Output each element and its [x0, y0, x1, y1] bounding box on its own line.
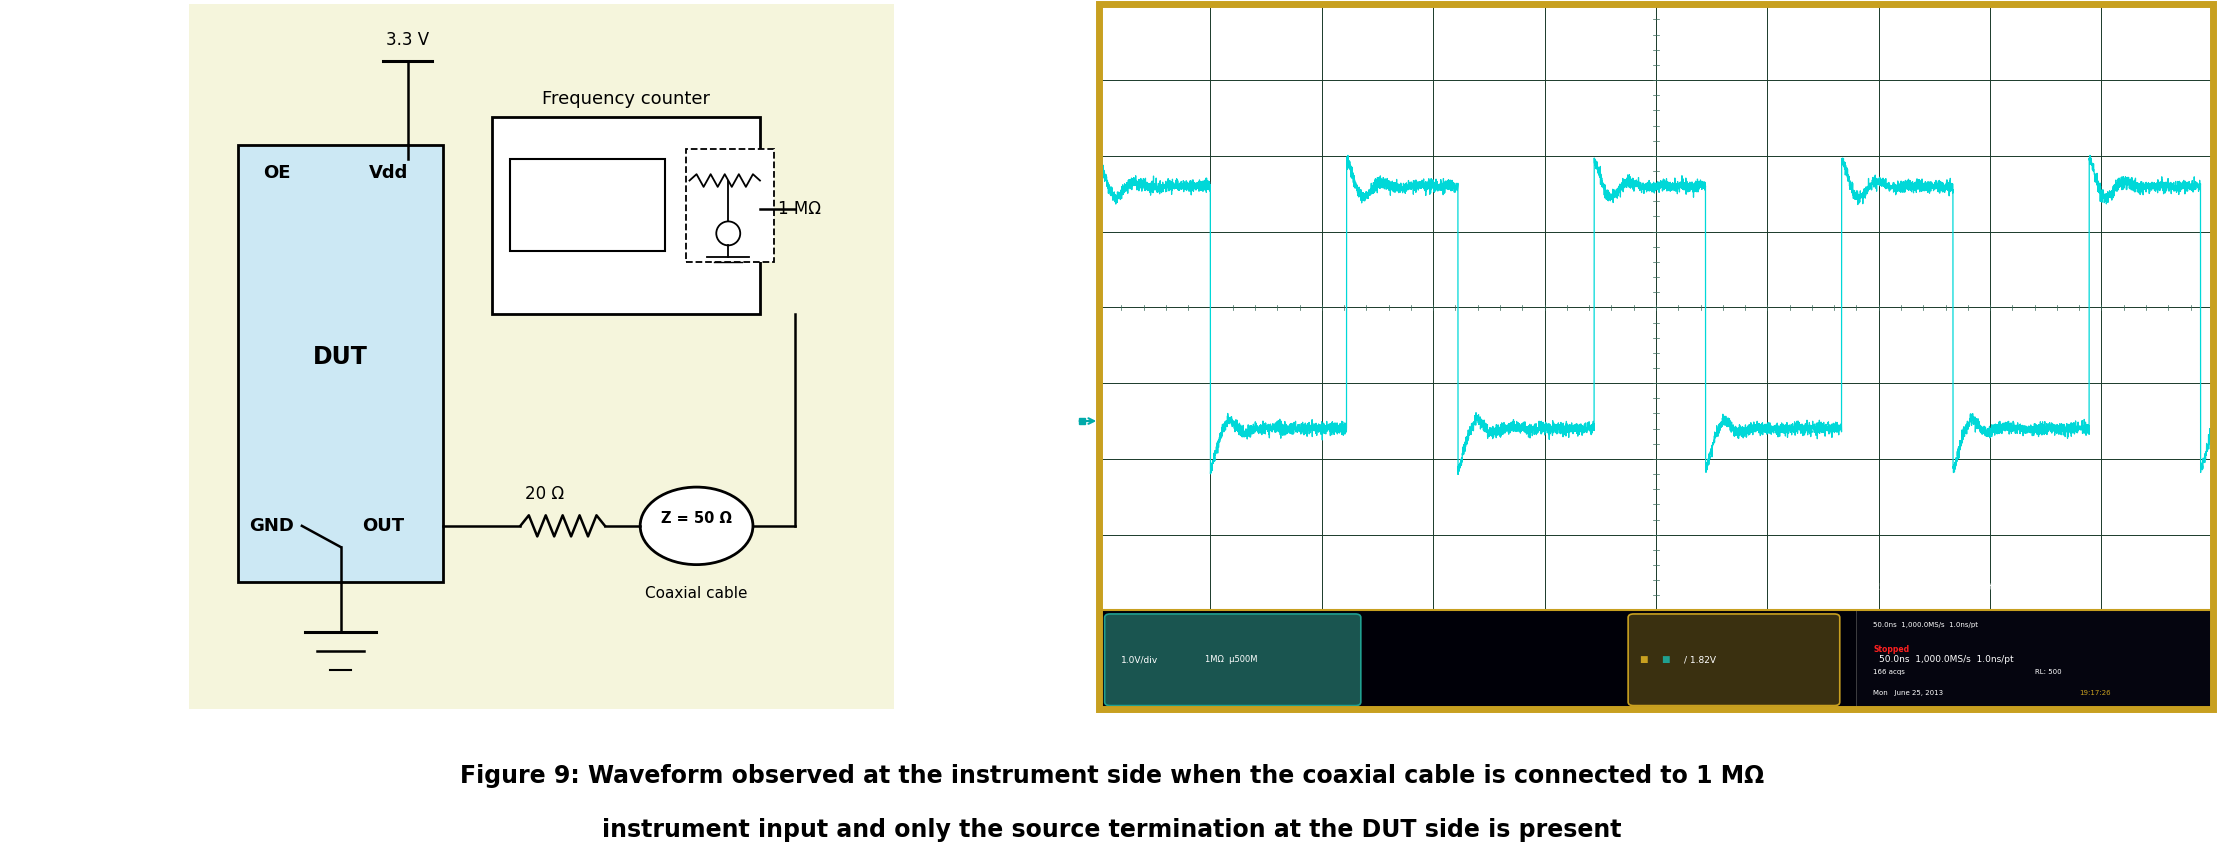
Text: RL: 500: RL: 500 [2035, 668, 2062, 674]
Text: 1 MΩ: 1 MΩ [778, 200, 821, 218]
Text: 50.0ns  1,000.0MS/s  1.0ns/pt: 50.0ns 1,000.0MS/s 1.0ns/pt [1873, 622, 1977, 628]
Text: 20 Ω: 20 Ω [525, 485, 565, 503]
Ellipse shape [641, 487, 754, 564]
Bar [509, 160, 665, 251]
Text: Frequency counter: Frequency counter [543, 90, 709, 108]
Text: 1MΩ  μ500M: 1MΩ μ500M [1205, 655, 1257, 664]
Text: Figure 9: Waveform observed at the instrument side when the coaxial cable is con: Figure 9: Waveform observed at the instr… [460, 764, 1764, 788]
Bar [1857, 610, 2213, 709]
Bar [238, 145, 443, 582]
Text: / 1.82V: / 1.82V [1684, 655, 1717, 664]
Text: instrument input and only the source termination at the DUT side is present: instrument input and only the source ter… [603, 818, 1621, 842]
Text: ■: ■ [1639, 655, 1648, 664]
Text: Mon   June 25, 2013: Mon June 25, 2013 [1873, 690, 1944, 696]
Text: DUT: DUT [314, 345, 369, 369]
Text: OE: OE [262, 164, 291, 182]
Text: ■: ■ [1661, 655, 1670, 664]
Text: 3.3 V: 3.3 V [387, 30, 429, 49]
Text: GND: GND [249, 516, 294, 535]
Text: Stopped: Stopped [1873, 646, 1908, 654]
Text: OUT: OUT [363, 516, 405, 535]
Text: Vdd: Vdd [369, 164, 409, 182]
Bar [492, 117, 761, 314]
Text: 1.0V/div: 1.0V/div [1121, 655, 1159, 664]
Bar [1099, 610, 2213, 709]
FancyBboxPatch shape [1628, 614, 1839, 706]
Text: 50.0ns  1,000.0MS/s  1.0ns/pt: 50.0ns 1,000.0MS/s 1.0ns/pt [1879, 583, 1993, 592]
Text: Coaxial cable: Coaxial cable [645, 586, 747, 601]
Text: Z = 50 Ω: Z = 50 Ω [661, 511, 732, 526]
FancyBboxPatch shape [1105, 614, 1361, 706]
Text: 19:17:26: 19:17:26 [2079, 690, 2111, 696]
Text: 166 acqs: 166 acqs [1873, 668, 1906, 674]
Text: 50.0ns  1,000.0MS/s  1.0ns/pt: 50.0ns 1,000.0MS/s 1.0ns/pt [1879, 655, 2013, 664]
Bar [685, 148, 774, 261]
Circle shape [716, 221, 741, 246]
